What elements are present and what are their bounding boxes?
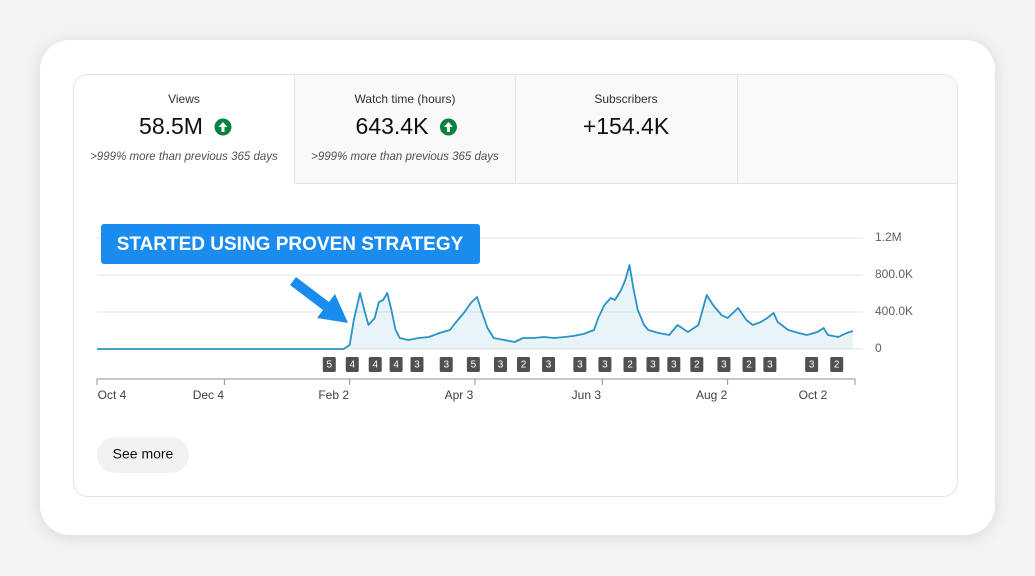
tab-value: 58.5M (139, 113, 203, 139)
video-badge (516, 357, 530, 372)
video-badge (742, 357, 756, 372)
video-badge-count: 3 (498, 360, 504, 371)
annotation-box (101, 224, 480, 264)
video-badge (542, 357, 556, 372)
tab-label: Subscribers (594, 92, 657, 106)
y-tick-label: 800.0K (875, 267, 913, 281)
annotation-arrow (290, 277, 348, 323)
trend-arrow (443, 122, 453, 132)
video-badge-count: 4 (393, 360, 399, 371)
trend-icon (439, 118, 457, 136)
video-badge (345, 357, 359, 372)
video-badge (763, 357, 777, 372)
see-more-button[interactable]: See more (97, 437, 189, 473)
area-fill (97, 265, 853, 349)
video-badge-count: 2 (521, 360, 527, 371)
tab-label: Views (168, 92, 200, 106)
video-badge (646, 357, 660, 372)
tab-strip-bg (295, 75, 957, 183)
video-badge (690, 357, 704, 372)
tab-value: 643.4K (356, 113, 430, 139)
video-badge (410, 357, 424, 372)
video-badge (439, 357, 453, 372)
video-badge-count: 5 (471, 360, 477, 371)
video-badge (598, 357, 612, 372)
video-badge-count: 3 (650, 360, 656, 371)
video-badge (717, 357, 731, 372)
x-tick-label: Feb 2 (318, 388, 349, 402)
video-badge-count: 3 (577, 360, 583, 371)
video-badge (623, 357, 637, 372)
video-badge-count: 3 (721, 360, 727, 371)
tab-note: >999% more than previous 365 days (90, 151, 278, 163)
trend-arrow (218, 122, 228, 132)
x-tick-label: Apr 3 (445, 388, 474, 402)
video-badge-count: 3 (809, 360, 815, 371)
views-line (97, 264, 854, 350)
video-badge-count: 5 (327, 360, 333, 371)
tab-value: +154.4K (583, 113, 670, 139)
video-badge (805, 357, 819, 372)
video-badge-count: 3 (671, 360, 677, 371)
x-tick-label: Dec 4 (193, 388, 225, 402)
trend-icon (214, 118, 232, 136)
y-tick-label: 400.0K (875, 304, 913, 318)
video-badge-count: 2 (627, 360, 633, 371)
video-badge (466, 357, 480, 372)
y-tick-label: 0 (875, 341, 882, 355)
tab-label: Watch time (hours) (355, 92, 456, 106)
video-badge (830, 357, 844, 372)
button-label[interactable]: See more (113, 446, 174, 462)
button-bg[interactable] (97, 437, 189, 473)
video-badge-count: 2 (746, 360, 752, 371)
x-tick-label: Oct 2 (799, 388, 828, 402)
x-tick-label: Oct 4 (98, 388, 127, 402)
tab-note: >999% more than previous 365 days (311, 151, 499, 163)
video-badge (573, 357, 587, 372)
video-badge (667, 357, 681, 372)
y-tick-label: 1.2M (875, 230, 902, 244)
video-badge (322, 357, 336, 372)
video-badge-count: 3 (546, 360, 552, 371)
video-badge (389, 357, 403, 372)
video-badge-count: 4 (372, 360, 378, 371)
video-badge-count: 2 (834, 360, 840, 371)
annotation-text: STARTED USING PROVEN STRATEGY (117, 234, 464, 255)
video-badge-count: 2 (694, 360, 700, 371)
x-tick-label: Jun 3 (572, 388, 602, 402)
video-badge-count: 3 (414, 360, 420, 371)
video-badge-count: 3 (602, 360, 608, 371)
video-badge (494, 357, 508, 372)
video-badge-count: 3 (767, 360, 773, 371)
video-badge (368, 357, 382, 372)
x-tick-label: Aug 2 (696, 388, 728, 402)
video-badge-count: 4 (349, 360, 355, 371)
video-badge-count: 3 (443, 360, 449, 371)
